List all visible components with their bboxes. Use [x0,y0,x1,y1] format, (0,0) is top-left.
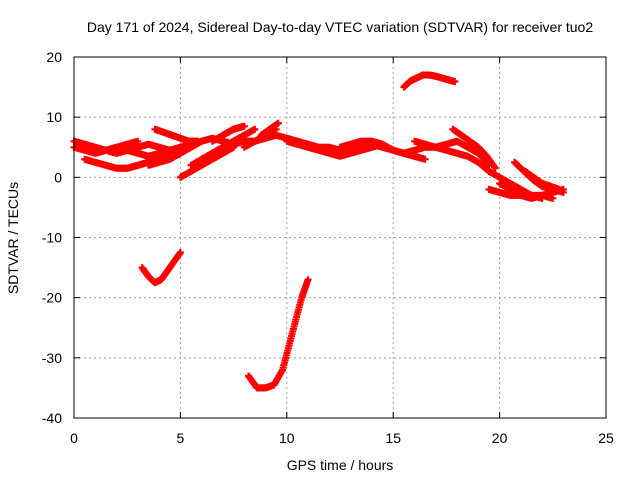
series-track-g [151,125,201,145]
data-point [421,155,429,163]
series-track-y [400,71,459,91]
data-point [555,185,563,193]
data-point [230,143,238,151]
series-track-h [176,143,238,181]
x-tick-label: 25 [598,430,614,446]
x-axis-label: GPS time / hours [287,457,394,473]
y-axis-label: SDTVAR / TECUs [5,182,21,294]
x-tick-label: 15 [385,430,401,446]
series-track-s [449,125,499,172]
data-point [549,194,557,202]
series-track-aa [244,276,312,392]
y-tick-label: 20 [46,49,62,65]
plot-frame [73,56,607,419]
data-point [410,152,418,160]
series-track-n [257,119,282,139]
data-point [251,125,259,133]
series-track-x [521,167,563,193]
series-track-d [91,137,142,157]
series-track-z [138,249,184,287]
x-tick-label: 20 [492,430,508,446]
x-tick-label: 10 [279,430,295,446]
series-track-l [219,122,248,139]
data-point [304,276,312,284]
data-point [274,119,282,127]
data-point [240,122,248,130]
data-point [451,78,459,86]
y-tick-label: -30 [42,350,62,366]
y-tick-label: -10 [42,230,62,246]
y-tick-label: -40 [42,410,62,426]
data-point [193,137,201,145]
data-point [176,249,184,257]
x-tick-label: 0 [70,430,78,446]
series-track-o [283,137,387,160]
y-tick-label: 10 [46,109,62,125]
data-point [134,137,142,145]
y-tick-label: -20 [42,290,62,306]
data-point [491,164,499,172]
series-track-b [70,137,184,157]
tick-labels: 0 5 10 15 20 25 -40 -30 -20 -10 0 10 20 [42,49,614,446]
y-tick-label: 0 [54,169,62,185]
x-tick-label: 5 [177,430,185,446]
chart-title: Day 171 of 2024, Sidereal Day-to-day VTE… [87,19,594,35]
data-points [70,71,567,392]
series-track-v [496,179,557,202]
grid-lines [74,57,606,418]
data-point [559,188,567,196]
series-track-j [198,125,259,163]
